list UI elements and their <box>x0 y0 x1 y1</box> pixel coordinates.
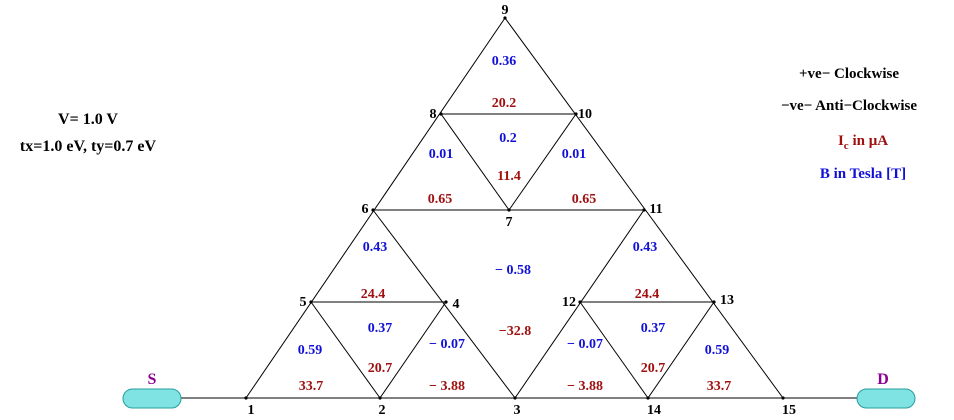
legend-current-subscript: c <box>844 140 849 152</box>
loop-field-label: 0.01 <box>562 147 587 162</box>
loop-field-label: 0.01 <box>429 147 454 162</box>
node-label-6: 6 <box>362 202 369 217</box>
legend-negative-anticlockwise: −ve− Anti−Clockwise <box>781 98 917 114</box>
legend-current-unit: Ic in μA <box>838 133 888 152</box>
loop-current-label: 24.4 <box>635 287 660 302</box>
source-label: S <box>148 371 157 388</box>
node-label-3: 3 <box>514 403 521 418</box>
loop-field-label: 0.2 <box>499 131 517 146</box>
loop-field-label: 0.37 <box>641 321 666 336</box>
edge-6-3 <box>372 209 516 399</box>
loop-current-label: 20.7 <box>641 361 666 376</box>
hopping-parameter: tx=1.0 eV, ty=0.7 eV <box>20 138 157 155</box>
loop-field-label: 0.59 <box>705 343 730 358</box>
drain-terminal <box>856 388 916 409</box>
loop-field-label: 0.59 <box>298 343 323 358</box>
node-label-12: 12 <box>562 295 576 310</box>
voltage-parameter: V= 1.0 V <box>58 111 118 128</box>
node-label-5: 5 <box>300 295 307 310</box>
node-point-12 <box>578 300 582 304</box>
node-label-7: 7 <box>506 215 513 230</box>
legend-current-symbol: I <box>838 133 844 149</box>
source-terminal <box>122 388 182 409</box>
network-edges <box>244 16 785 400</box>
loop-current-label: 33.7 <box>707 379 732 394</box>
legend-field-unit: B in Tesla [T] <box>820 166 906 182</box>
node-label-9: 9 <box>502 3 509 18</box>
edge-3-11 <box>514 209 645 399</box>
node-label-15: 15 <box>782 403 796 418</box>
legend-positive-clockwise: +ve− Clockwise <box>799 66 899 82</box>
node-point-15 <box>781 396 785 400</box>
loop-field-label: 0.37 <box>368 321 393 336</box>
node-point-1 <box>244 396 248 400</box>
loop-field-label: 0.36 <box>492 54 517 69</box>
node-label-10: 10 <box>578 107 592 122</box>
node-label-1: 1 <box>248 403 255 418</box>
edge-14-13 <box>647 301 715 399</box>
node-point-2 <box>378 396 382 400</box>
node-label-2: 2 <box>379 403 386 418</box>
loop-field-label: − 0.58 <box>495 263 531 278</box>
node-label-4: 4 <box>453 297 460 312</box>
edge-1-9 <box>245 17 506 399</box>
node-point-11 <box>642 208 646 212</box>
node-point-6 <box>371 208 375 212</box>
node-point-3 <box>513 396 517 400</box>
edge-7-8 <box>440 113 510 211</box>
loop-field-label: − 0.07 <box>429 337 465 352</box>
node-label-11: 11 <box>649 202 662 217</box>
node-label-8: 8 <box>430 107 437 122</box>
edge-9-15 <box>504 17 784 399</box>
loop-current-label: − 3.88 <box>567 379 603 394</box>
edge-2-5 <box>310 301 381 399</box>
loop-current-label: 0.65 <box>428 192 453 207</box>
node-point-9 <box>503 16 507 20</box>
loop-current-label: 33.7 <box>299 379 324 394</box>
edge-12-14 <box>579 301 649 399</box>
node-label-13: 13 <box>720 293 734 308</box>
node-point-4 <box>444 300 448 304</box>
node-point-8 <box>439 112 443 116</box>
edge-4-2 <box>379 301 447 399</box>
loop-field-label: 0.43 <box>363 240 388 255</box>
legend-current-suffix: in μA <box>849 133 889 149</box>
node-label-14: 14 <box>647 403 661 418</box>
loop-current-label: 24.4 <box>361 287 386 302</box>
node-point-14 <box>646 396 650 400</box>
loop-current-label: 20.2 <box>492 96 517 111</box>
edge-10-7 <box>508 113 577 211</box>
loop-field-label: − 0.07 <box>567 337 603 352</box>
node-point-13 <box>712 300 716 304</box>
loop-current-label: −32.8 <box>499 324 531 339</box>
loop-current-label: 0.65 <box>572 192 597 207</box>
loop-field-label: 0.43 <box>633 240 658 255</box>
loop-current-label: − 3.88 <box>429 379 465 394</box>
node-point-10 <box>574 112 578 116</box>
drain-label: D <box>877 371 889 388</box>
loop-current-label: 20.7 <box>368 361 393 376</box>
node-point-7 <box>507 208 511 212</box>
loop-current-label: 11.4 <box>497 169 521 184</box>
node-point-5 <box>309 300 313 304</box>
